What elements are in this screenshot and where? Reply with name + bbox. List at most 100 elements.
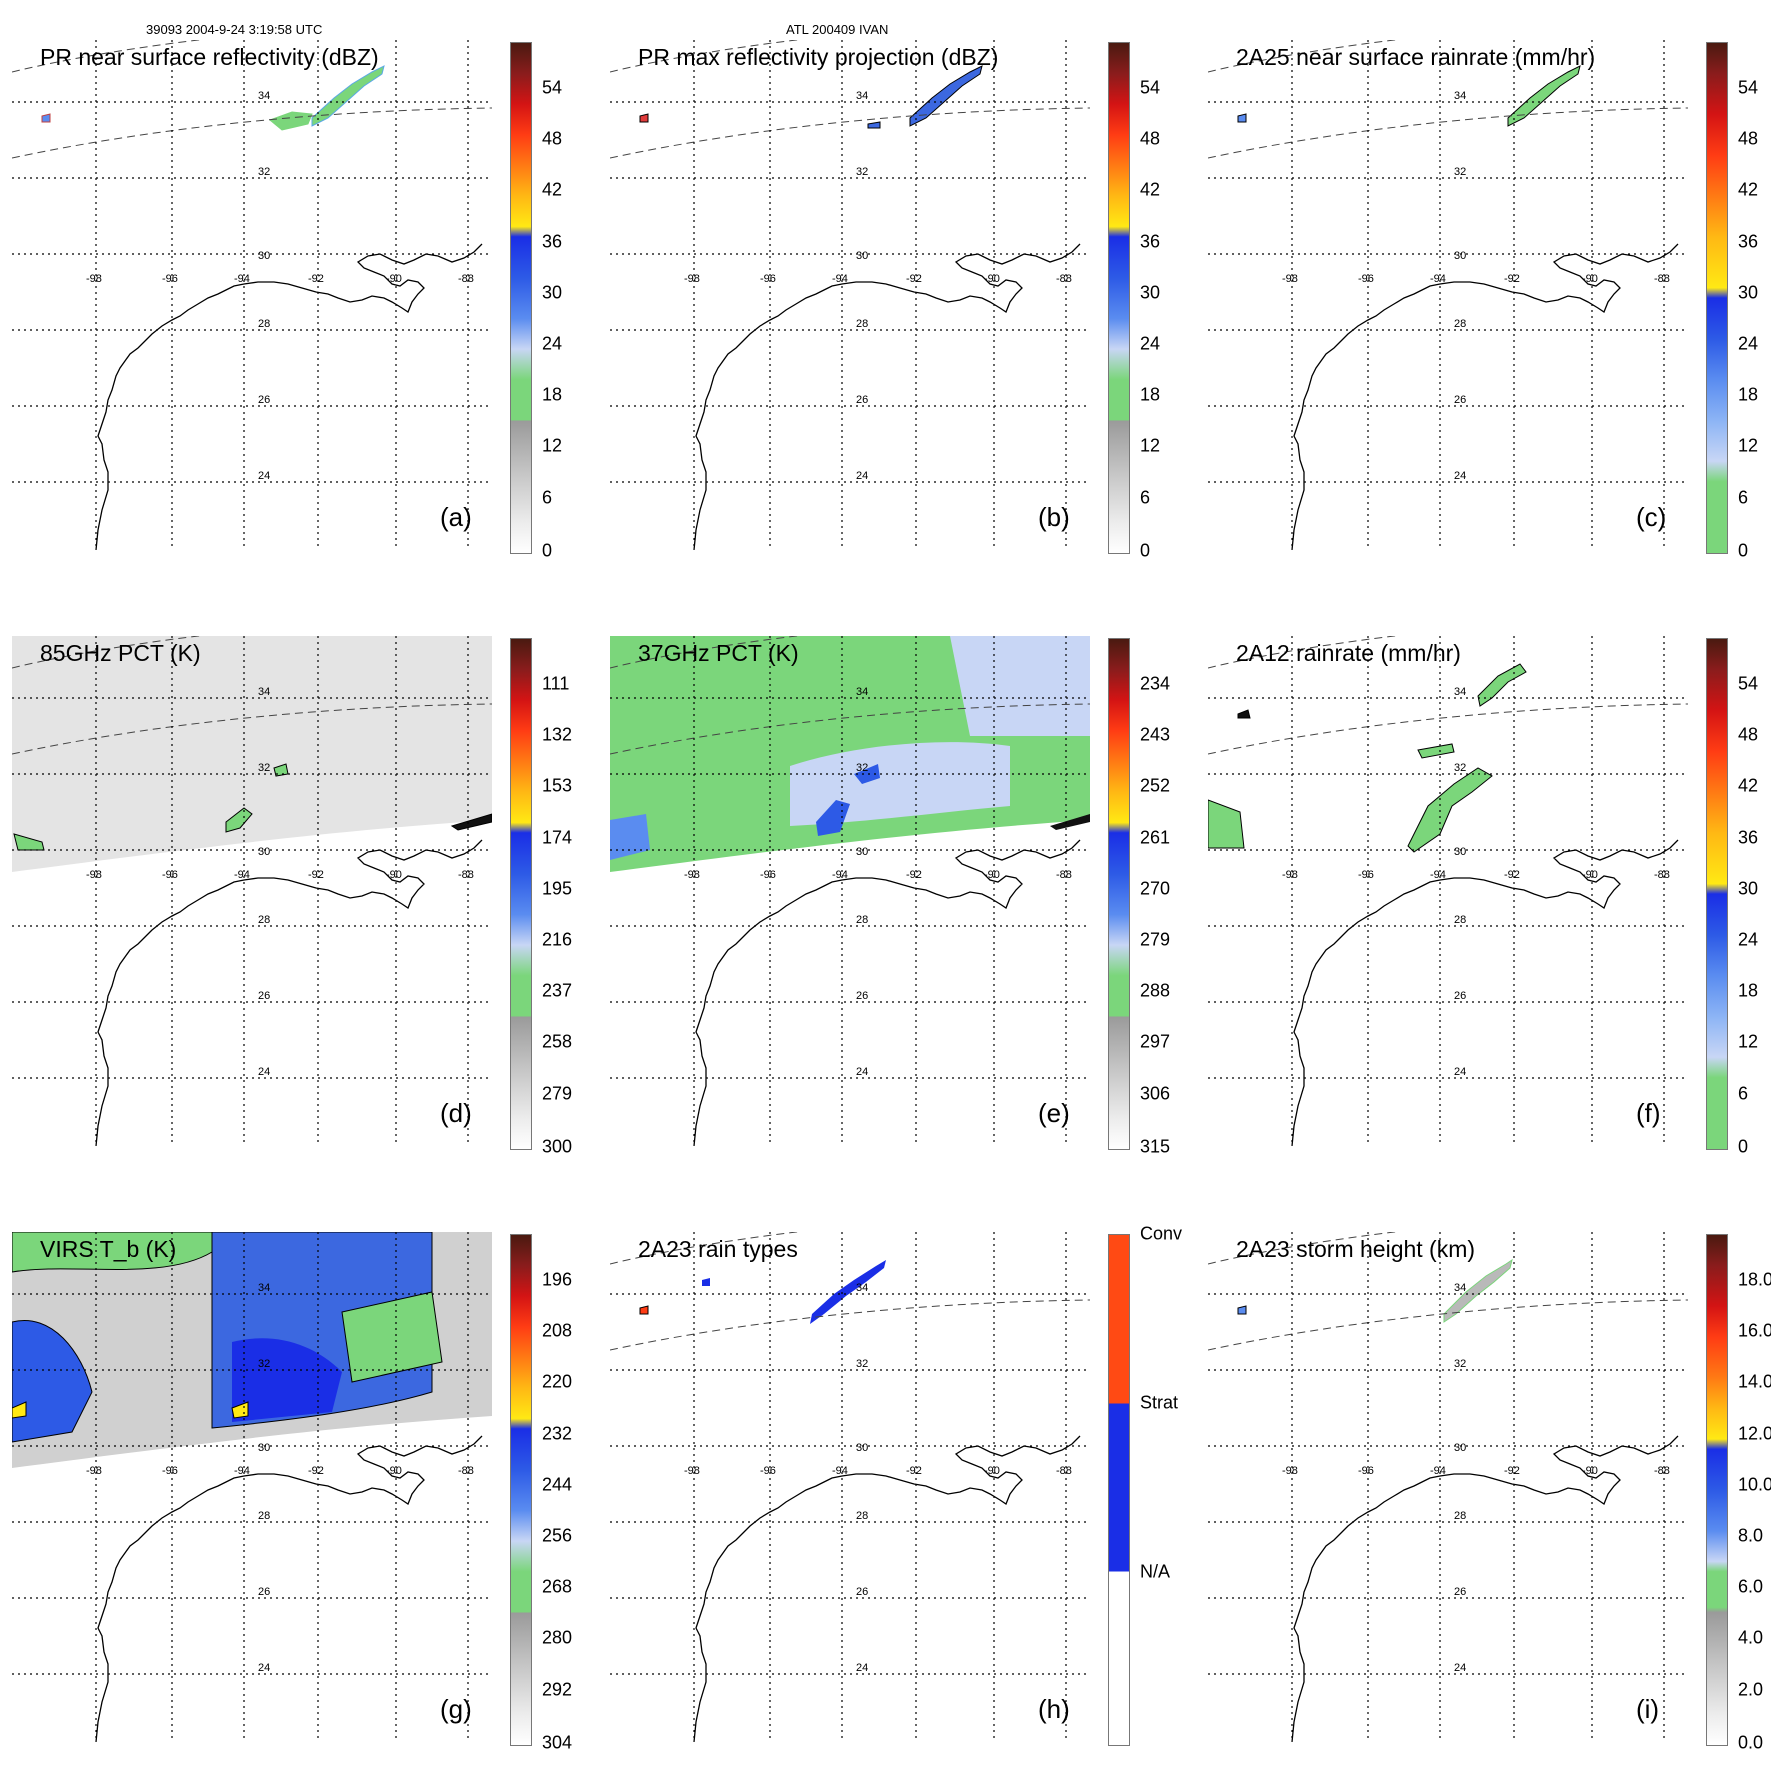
longitude-label: -96 [162, 869, 178, 881]
colorbar-tick-label: 220 [542, 1371, 573, 1392]
colorbar-tick-label: 36 [542, 231, 563, 252]
longitude-label: -88 [1056, 869, 1072, 881]
latitude-label: 32 [856, 1358, 868, 1370]
colorbar-tick-label: 42 [1738, 179, 1759, 200]
precip-feature [41, 113, 51, 123]
colorbar-tick-label: 18 [1738, 384, 1759, 405]
map-g: 34 32 30 28 26 24 -98 -96 -94 -92 -90 -88 [12, 1232, 492, 1742]
colorbar-tick-label: 18 [542, 384, 563, 405]
map-a: 34 32 30 28 26 24 -98 -96 -94 -92 -90 -88 [12, 40, 492, 550]
panel-title: 2A12 rainrate (mm/hr) [1236, 640, 1461, 666]
colorbar-tick-label: 54 [542, 77, 563, 98]
longitude-label: -98 [86, 869, 102, 881]
colorbar [510, 42, 532, 554]
colorbar-tick-label: 12 [1738, 1031, 1759, 1052]
precip-feature [1477, 663, 1527, 707]
longitude-label: -98 [1282, 273, 1298, 285]
longitude-label: -94 [832, 869, 848, 881]
colorbar-tick-label: 268 [542, 1576, 573, 1597]
latitude-label: 34 [1454, 686, 1466, 698]
satellite-swath [12, 636, 492, 872]
longitude-label: -96 [760, 869, 776, 881]
latitude-label: 24 [258, 470, 270, 482]
colorbar-tick-label: 48 [542, 128, 563, 149]
longitude-label: -98 [86, 1465, 102, 1477]
longitude-label: -92 [308, 1465, 324, 1477]
latitude-label: 32 [856, 762, 868, 774]
longitude-label: -96 [760, 273, 776, 285]
colorbar-tick-label: 42 [542, 179, 563, 200]
panel-h: 34 32 30 28 26 24 -98 -96 -94 -92 -90 -88 2A23 rain… [610, 1224, 1182, 1752]
latitude-label: 28 [856, 914, 868, 926]
latitude-label: 30 [1454, 846, 1466, 858]
longitude-label: -94 [234, 1465, 250, 1477]
map-b: 34 32 30 28 26 24 -98 -96 -94 -92 -90 -88 [610, 40, 1090, 550]
longitude-label: -88 [1654, 1465, 1670, 1477]
colorbar-tick-label: 0 [1140, 540, 1151, 561]
precip-feature [1507, 65, 1581, 127]
precip-feature [1237, 1305, 1247, 1315]
precip-feature [1050, 814, 1090, 830]
latitude-label: 30 [856, 1442, 868, 1454]
colorbar-tick-label: 261 [1140, 827, 1171, 848]
panel-c: 34 32 30 28 26 24 -98 -96 -94 -92 -90 -88 2A25 near… [1208, 40, 1758, 561]
longitude-label: -92 [906, 1465, 922, 1477]
longitude-label: -92 [906, 273, 922, 285]
longitude-label: -88 [1654, 869, 1670, 881]
colorbar-tick-label: 280 [542, 1627, 573, 1648]
colorbar-tick-label: 195 [542, 878, 573, 899]
precip-feature [311, 65, 385, 127]
colorbar-tick-label: 0 [1738, 540, 1749, 561]
colorbar [1108, 42, 1130, 554]
precip-feature [12, 1320, 93, 1443]
panel-g: 34 32 30 28 26 24 -98 -96 -94 -92 -90 -88 VIRS T_b … [12, 1232, 572, 1753]
panel-label: (d) [440, 1098, 472, 1128]
longitude-label: -98 [1282, 1465, 1298, 1477]
longitude-label: -96 [162, 273, 178, 285]
longitude-label: -92 [1504, 869, 1520, 881]
colorbar-tick-label: 36 [1738, 827, 1759, 848]
latitude-label: 32 [856, 166, 868, 178]
panel-title: PR max reflectivity projection (dBZ) [638, 44, 999, 70]
latitude-label: 32 [258, 762, 270, 774]
colorbar-tick-label: 315 [1140, 1136, 1171, 1157]
colorbar-tick-label: 24 [1738, 929, 1759, 950]
colorbar-tick-label: N/A [1140, 1561, 1171, 1582]
colorbar-tick-label: 256 [542, 1525, 573, 1546]
longitude-label: -94 [234, 869, 250, 881]
longitude-label: -90 [984, 869, 1000, 881]
colorbar-tick-label: 216 [542, 929, 573, 950]
colorbar-tick-label: 42 [1738, 775, 1759, 796]
colorbar-tick-label: Strat [1140, 1392, 1179, 1413]
latitude-label: 28 [258, 914, 270, 926]
longitude-label: -88 [1056, 1465, 1072, 1477]
longitude-label: -98 [86, 273, 102, 285]
colorbar-tick-label: 6 [1738, 487, 1749, 508]
colorbar-tick-label: 10.0 [1738, 1474, 1771, 1495]
colorbar-tick-label: 6 [542, 487, 553, 508]
colorbar-tick-label: 42 [1140, 179, 1161, 200]
colorbar-tick-label: 30 [542, 282, 563, 303]
colorbar-tick-label: 2.0 [1738, 1679, 1764, 1700]
colorbar-tick-label: 18 [1140, 384, 1161, 405]
colorbar-tick-label: 0 [1738, 1136, 1749, 1157]
colorbar-tick-label: 8.0 [1738, 1525, 1764, 1546]
orbit-time-label: 39093 2004-9-24 3:19:58 UTC [146, 22, 323, 37]
precip-feature [950, 636, 1090, 736]
precip-feature [1407, 767, 1493, 853]
colorbar-tick-label: 6 [1738, 1083, 1749, 1104]
precip-feature [639, 1305, 649, 1315]
scan-edge-line [610, 703, 1090, 755]
longitude-label: -90 [984, 273, 1000, 285]
scan-edge-line [12, 703, 492, 755]
coastline [1291, 243, 1679, 550]
latitude-label: 26 [856, 394, 868, 406]
colorbar-tick-label: 306 [1140, 1083, 1171, 1104]
map-d: 34 32 30 28 26 24 -98 -96 -94 -92 -90 -88 [12, 636, 492, 1146]
longitude-label: -94 [1430, 869, 1446, 881]
panel-e: 34 32 30 28 26 24 -98 -96 -94 -92 -90 -88 37GHz PCT… [610, 636, 1170, 1157]
precip-feature [816, 800, 850, 836]
longitude-label: -96 [162, 1465, 178, 1477]
latitude-label: 32 [258, 166, 270, 178]
longitude-label: -88 [458, 869, 474, 881]
